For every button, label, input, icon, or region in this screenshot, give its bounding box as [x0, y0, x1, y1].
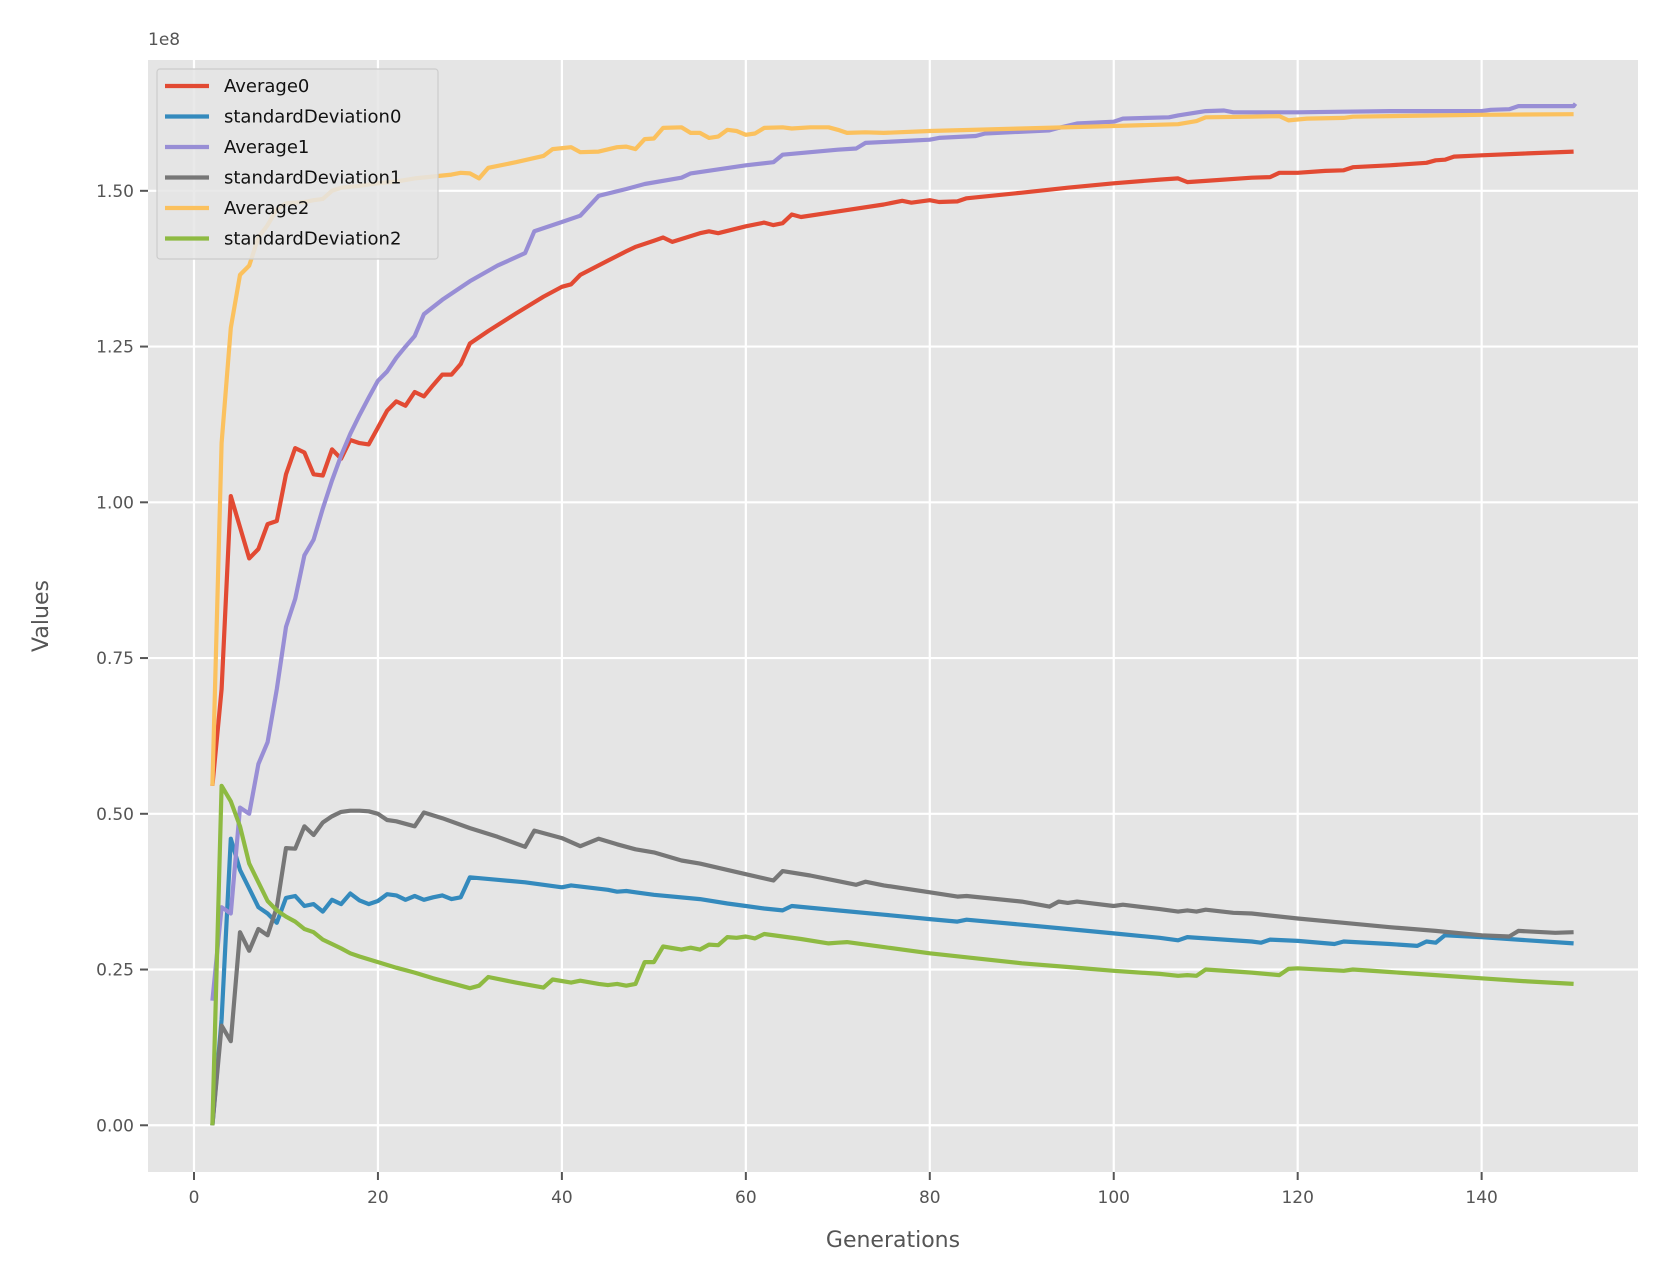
- grid-lines: [148, 60, 1638, 1172]
- y-tick-label: 1.50: [96, 182, 134, 202]
- legend-label: Average0: [224, 76, 309, 97]
- x-tick-label: 60: [735, 1188, 757, 1208]
- legend-label: Average2: [224, 198, 309, 219]
- legend-box: [156, 68, 439, 260]
- series-line-standardDeviation1: [210, 808, 1574, 1126]
- y-tick-label: 1.00: [96, 493, 134, 513]
- y-tick-label: 0.75: [96, 649, 134, 669]
- y-tick-label: 0.00: [96, 1116, 134, 1136]
- series-line-standardDeviation0: [210, 836, 1574, 1126]
- series-line-Average0: [210, 149, 1574, 786]
- x-tick-label: 20: [367, 1188, 389, 1208]
- x-tick-label: 80: [919, 1188, 941, 1208]
- x-tick-label: 140: [1465, 1188, 1497, 1208]
- legend-label: standardDeviation2: [224, 229, 401, 250]
- legend-label: standardDeviation0: [224, 107, 401, 128]
- x-tick-label: 120: [1281, 1188, 1313, 1208]
- legend-label: Average1: [224, 137, 309, 158]
- y-axis-ticks: 0.00 0.25 0.50 0.75 1.00 1.25 1.50: [96, 182, 148, 1136]
- x-axis-ticks: 0 20 40 60 80 100 120 140: [189, 1172, 1498, 1208]
- series-line-Average1: [210, 102, 1578, 1001]
- y-axis-label: Values: [29, 580, 54, 652]
- legend: Average0 standardDeviation0 Average1 standa…: [156, 68, 439, 260]
- legend-label: standardDeviation1: [224, 168, 401, 189]
- x-tick-label: 0: [189, 1188, 200, 1208]
- y-tick-label: 0.50: [96, 805, 134, 825]
- x-axis-label: Generations: [826, 1228, 960, 1253]
- y-tick-label: 1.25: [96, 338, 134, 358]
- series-line-standardDeviation2: [210, 783, 1574, 1126]
- x-tick-label: 100: [1098, 1188, 1130, 1208]
- y-axis-offset-label: 1e8: [148, 30, 180, 50]
- x-tick-label: 40: [551, 1188, 573, 1208]
- y-tick-label: 0.25: [96, 961, 134, 981]
